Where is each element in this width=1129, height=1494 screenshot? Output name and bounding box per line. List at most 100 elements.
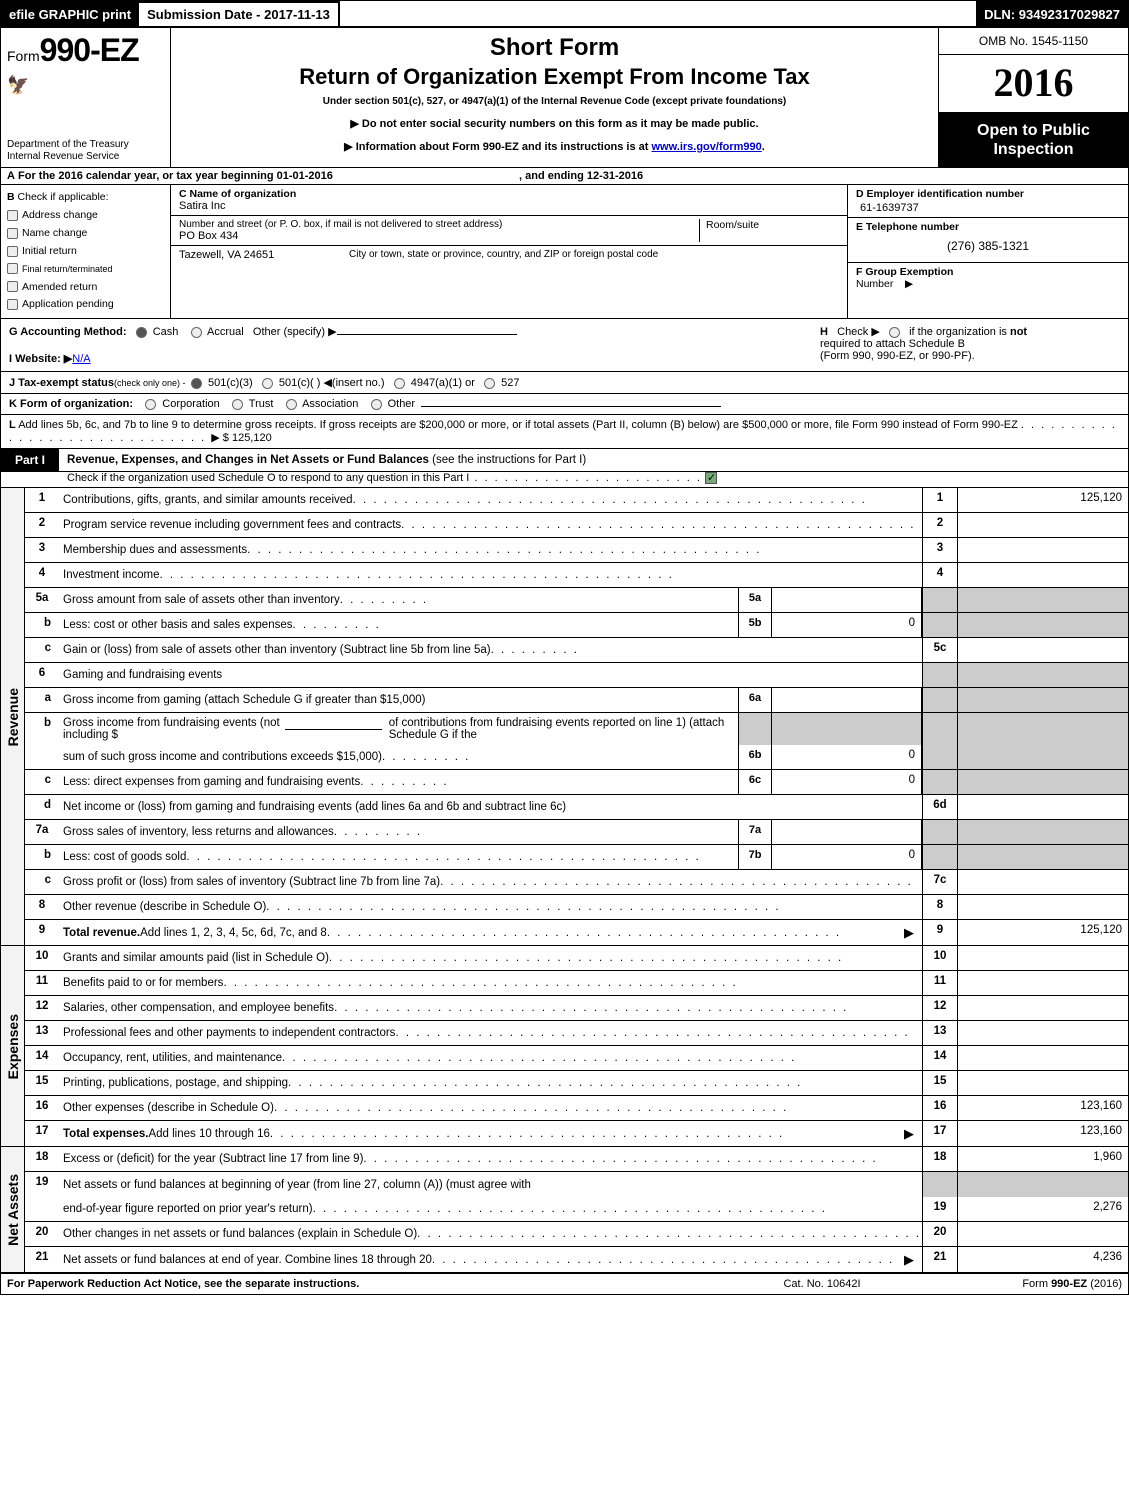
desc-6c: Less: direct expenses from gaming and fu… [59, 770, 738, 794]
num-10: 10 [922, 946, 958, 970]
row-2: 2 Program service revenue including gove… [25, 513, 1128, 538]
dots-6c [360, 776, 448, 788]
desc-7a-text: Gross sales of inventory, less returns a… [63, 826, 334, 838]
desc-6b-1: Gross income from fundraising events (no… [59, 713, 738, 745]
row-18: 18 Excess or (deficit) for the year (Sub… [25, 1147, 1128, 1172]
h-label: H [820, 326, 828, 338]
chk-application-pending[interactable] [7, 299, 18, 310]
chk-schedule-o[interactable] [705, 472, 717, 484]
radio-accrual[interactable] [191, 327, 202, 338]
desc-9-text: Add lines 1, 2, 3, 4, 5c, 6d, 7c, and 8 [140, 927, 327, 939]
ln-8: 8 [25, 895, 59, 919]
dots-6b [382, 751, 470, 763]
submission-date-box: Submission Date - 2017-11-13 [139, 1, 340, 28]
val-2 [958, 513, 1128, 537]
c-name-label: C Name of organization [179, 188, 839, 200]
k-assoc: Association [302, 398, 358, 410]
desc-8: Other revenue (describe in Schedule O) [59, 895, 922, 919]
chk-amended-return[interactable] [7, 281, 18, 292]
tax-year-end: 12-31-2016 [587, 170, 643, 182]
radio-other[interactable] [371, 399, 382, 410]
dots-7b [186, 851, 734, 863]
g-other: Other (specify) ▶ [253, 326, 337, 338]
radio-501c[interactable] [262, 378, 273, 389]
g-other-blank[interactable] [337, 334, 517, 335]
val-14 [958, 1046, 1128, 1070]
chk-final-return[interactable] [7, 263, 18, 274]
num-11: 11 [922, 971, 958, 995]
mval-6b: 0 [772, 745, 922, 769]
radio-527[interactable] [484, 378, 495, 389]
website-link[interactable]: N/A [72, 353, 90, 365]
mid-7a: 7a [738, 820, 772, 844]
desc-6b-2: sum of such gross income and contributio… [59, 745, 738, 769]
ln-6b: b [25, 713, 59, 745]
ln-1: 1 [25, 488, 59, 512]
val-6b-grey2 [958, 745, 1128, 769]
radio-h[interactable] [889, 327, 900, 338]
dots-21 [432, 1254, 900, 1266]
part1-sub-text: Check if the organization used Schedule … [67, 472, 469, 484]
form-prefix: Form [7, 48, 40, 64]
row-5a: 5a Gross amount from sale of assets othe… [25, 588, 1128, 613]
side-netassets-text: Net Assets [5, 1174, 21, 1246]
chk-name-change[interactable] [7, 228, 18, 239]
dots-2 [401, 519, 918, 531]
ln-9: 9 [25, 920, 59, 945]
header-right: OMB No. 1545-1150 2016 Open to Public In… [938, 28, 1128, 167]
desc-2: Program service revenue including govern… [59, 513, 922, 537]
chk-initial-return[interactable] [7, 246, 18, 257]
num-7c: 7c [922, 870, 958, 894]
opt-name-change: Name change [22, 227, 87, 239]
ln-16: 16 [25, 1096, 59, 1120]
desc-9-bold: Total revenue. [63, 927, 140, 939]
footer-right-bold: 990-EZ [1051, 1278, 1087, 1290]
row-7c: c Gross profit or (loss) from sales of i… [25, 870, 1128, 895]
b-label: Check if applicable: [18, 191, 109, 203]
desc-14: Occupancy, rent, utilities, and maintena… [59, 1046, 922, 1070]
h-text3: required to attach Schedule B [820, 338, 965, 350]
val-19: 2,276 [958, 1197, 1128, 1221]
ln-14: 14 [25, 1046, 59, 1070]
opt-address-change: Address change [22, 209, 98, 221]
netassets-table: Net Assets 18 Excess or (deficit) for th… [1, 1147, 1128, 1274]
ssn-note: ▶ Do not enter social security numbers o… [181, 117, 928, 130]
opt-initial-return: Initial return [22, 245, 77, 257]
radio-cash[interactable] [136, 327, 147, 338]
ln-10: 10 [25, 946, 59, 970]
chk-address-change[interactable] [7, 210, 18, 221]
footer-right-post: (2016) [1087, 1278, 1122, 1290]
desc-10: Grants and similar amounts paid (list in… [59, 946, 922, 970]
val-16: 123,160 [958, 1096, 1128, 1120]
num-15: 15 [922, 1071, 958, 1095]
blank-6b[interactable] [285, 729, 382, 730]
row-13: 13 Professional fees and other payments … [25, 1021, 1128, 1046]
dots-7c [440, 876, 918, 888]
radio-4947[interactable] [394, 378, 405, 389]
part1-title: Revenue, Expenses, and Changes in Net As… [59, 450, 1128, 470]
val-5b-grey [958, 613, 1128, 637]
val-7b-grey [958, 845, 1128, 869]
val-11 [958, 971, 1128, 995]
submission-label: Submission Date - [147, 7, 264, 22]
dln-label: DLN: [984, 7, 1019, 22]
radio-trust[interactable] [232, 399, 243, 410]
form-990ez-label: 990-EZ [40, 32, 139, 68]
radio-corp[interactable] [145, 399, 156, 410]
row-19-2: end-of-year figure reported on prior yea… [25, 1197, 1128, 1222]
num-13: 13 [922, 1021, 958, 1045]
desc-9: Total revenue. Add lines 1, 2, 3, 4, 5c,… [59, 920, 922, 945]
radio-assoc[interactable] [286, 399, 297, 410]
opt-final-return: Final return/terminated [22, 264, 113, 274]
b-lead: B [7, 191, 15, 203]
num-7a-grey [922, 820, 958, 844]
side-netassets: Net Assets [1, 1147, 25, 1272]
k-other-blank[interactable] [421, 406, 721, 407]
row-10: 10 Grants and similar amounts paid (list… [25, 946, 1128, 971]
desc-2-text: Program service revenue including govern… [63, 519, 401, 531]
irs-link[interactable]: www.irs.gov/form990 [652, 141, 762, 153]
val-4 [958, 563, 1128, 587]
ln-7b: b [25, 845, 59, 869]
radio-501c3[interactable] [191, 378, 202, 389]
ln-13: 13 [25, 1021, 59, 1045]
